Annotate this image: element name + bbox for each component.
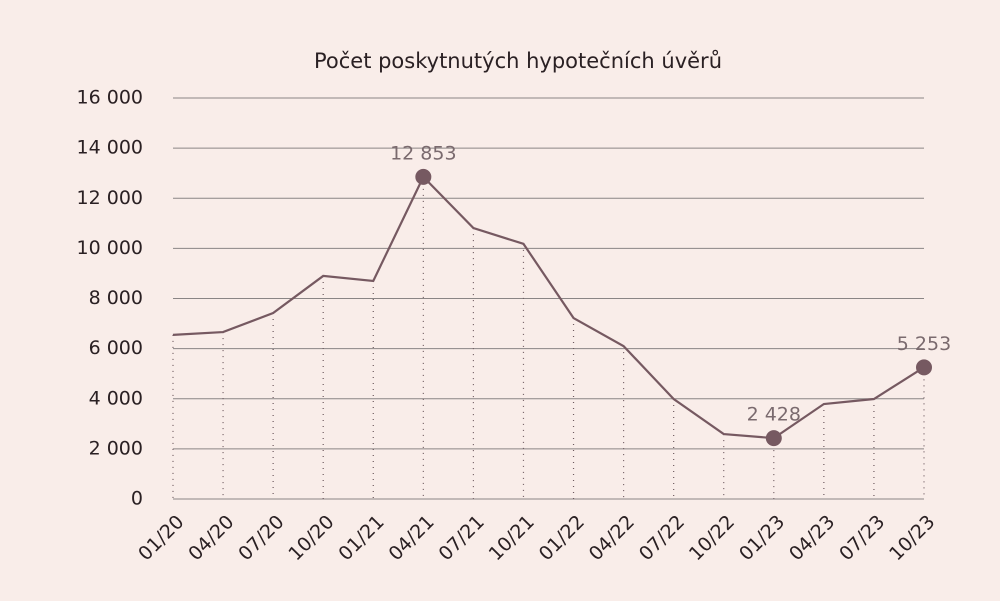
series-line — [172, 174, 925, 440]
data-label: 12 853 — [390, 142, 456, 164]
data-label: 2 428 — [747, 404, 801, 426]
chart-title: Počet poskytnutých hypotečních úvěrů — [314, 49, 722, 73]
y-tick-label: 4 000 — [89, 387, 143, 409]
y-tick-label: 16 000 — [77, 87, 143, 109]
y-tick-label: 14 000 — [77, 137, 143, 159]
y-tick-label: 12 000 — [77, 187, 143, 209]
y-tick-label: 8 000 — [89, 287, 143, 309]
point-marker — [916, 359, 932, 376]
data-label: 5 253 — [897, 333, 951, 355]
y-tick-label: 2 000 — [89, 437, 143, 459]
point-marker — [415, 168, 432, 185]
y-tick-label: 10 000 — [77, 237, 143, 259]
y-tick-label: 0 — [131, 488, 143, 510]
y-tick-label: 6 000 — [89, 337, 143, 359]
point-marker — [765, 430, 782, 447]
